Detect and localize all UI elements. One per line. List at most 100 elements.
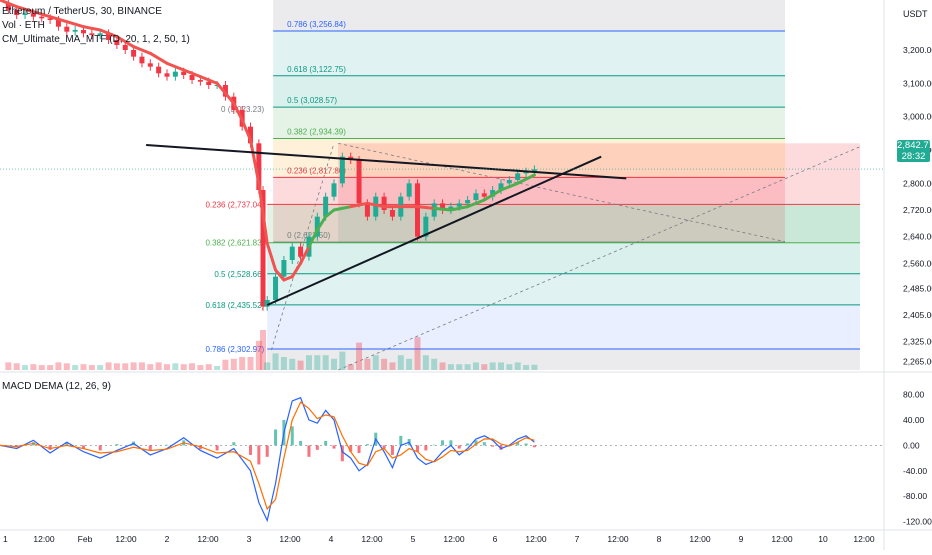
candle-body	[406, 183, 412, 197]
volume-bar	[155, 362, 162, 370]
fib-level-label: 0.5 (3,028.57)	[287, 96, 337, 105]
candle-body	[14, 10, 20, 15]
price-tick-label: 2,485.00	[903, 283, 932, 293]
candle-body	[456, 203, 462, 207]
fib-lower-zone	[267, 242, 860, 274]
macd-histogram-bar	[65, 442, 69, 446]
macd-histogram-bar	[274, 429, 278, 446]
candle-body	[172, 71, 178, 77]
ma-segment	[31, 10, 52, 19]
volume-bar	[397, 355, 404, 370]
candle-body	[331, 183, 337, 197]
candle-body	[139, 56, 145, 64]
macd-histogram-bar	[257, 445, 261, 465]
macd-histogram-bar	[390, 445, 394, 455]
candle-body	[206, 81, 212, 85]
moving-average-line	[0, 0, 536, 282]
volume-bar	[97, 365, 104, 370]
volume-bar	[381, 358, 388, 370]
time-tick-label: 8	[657, 534, 662, 544]
volume-bar	[130, 362, 137, 370]
macd-histogram-bar	[532, 445, 536, 448]
time-tick-label: 5	[411, 534, 416, 544]
candle-body	[189, 75, 195, 80]
ma-segment	[315, 215, 328, 232]
ma-legend[interactable]: CM_Ultimate_MA_MTF (D, 20, 1, 2, 50, 1)	[2, 34, 194, 45]
macd-histogram-bar	[432, 444, 436, 446]
candle-body	[106, 33, 112, 40]
countdown-timer: 28:32	[901, 151, 926, 162]
ma-segment	[332, 205, 353, 212]
macd-histogram-bar	[382, 445, 386, 449]
candle-body	[289, 246, 295, 260]
volume-bar	[47, 365, 54, 370]
ma-segment	[324, 208, 336, 219]
fib-lower-label: 0.786 (2,302.97)	[205, 345, 264, 354]
volume-bar	[105, 362, 112, 370]
fib-level-label: 0.236 (2,817.86)	[287, 166, 346, 175]
projection-line	[338, 142, 786, 243]
volume-bar	[331, 358, 337, 370]
volume-bar	[80, 364, 87, 370]
macd-pane	[0, 396, 884, 523]
time-tick-label: 12:00	[279, 534, 301, 544]
fib-lower-label: 0.236 (2,737.04)	[205, 200, 264, 209]
volume-bar	[247, 357, 254, 370]
candle-body	[389, 210, 395, 217]
candle-body	[515, 173, 521, 180]
volume-bar	[431, 358, 438, 370]
candle-body	[323, 196, 329, 217]
volume-bar	[255, 340, 262, 370]
fib-lower-label: 0.618 (2,435.52)	[205, 301, 264, 310]
candle-body	[147, 63, 153, 67]
macd-tick-label: -80.00	[903, 491, 927, 501]
macd-histogram-bar	[265, 445, 269, 457]
macd-histogram-bar	[482, 442, 486, 446]
fib-lower-label: 0.5 (2,528.66)	[214, 270, 264, 279]
volume-bar	[13, 363, 20, 370]
ma-segment	[466, 198, 486, 209]
candle-body	[72, 30, 78, 32]
symbol-legend[interactable]: Ethereum / TetherUS, 30, BINANCE	[2, 6, 166, 17]
ma-segment	[15, 5, 35, 14]
volume-bar	[322, 355, 329, 370]
time-tick-label: 10	[818, 534, 828, 544]
macd-histogram-bar	[524, 443, 528, 446]
volume-bar	[456, 364, 463, 370]
candle-body	[273, 276, 279, 300]
macd-tick-label: 0.00	[903, 440, 920, 450]
macd-histogram-bar	[290, 426, 294, 446]
ma-segment	[249, 138, 261, 185]
ma-segment	[82, 25, 102, 32]
candle-body	[523, 171, 529, 174]
ma-segment	[48, 15, 69, 24]
macd-histogram-bar	[365, 444, 369, 446]
volume-label: Vol · ETH	[2, 20, 45, 31]
ma-segment	[115, 35, 136, 49]
candle-body	[22, 13, 28, 15]
candle-body	[181, 71, 187, 75]
candle-body	[131, 50, 137, 57]
candle-body	[64, 26, 70, 32]
volume-bar	[22, 365, 29, 370]
price-tick-label: 2,325.00	[903, 337, 932, 347]
fib-lower-label: 0 (3,023.23)	[221, 105, 264, 114]
volume-bar	[531, 364, 538, 370]
macd-histogram-bar	[466, 443, 470, 446]
projection-line	[338, 146, 861, 371]
ma-indicator-label: CM_Ultimate_MA_MTF (D, 20, 1, 2, 50, 1)	[2, 34, 190, 45]
volume-bar	[5, 362, 12, 370]
ma-segment	[65, 20, 85, 29]
macd-histogram-bar	[340, 445, 344, 462]
candle-body	[30, 13, 36, 17]
candle-body	[481, 193, 487, 197]
macd-histogram-bar	[249, 445, 252, 455]
volume-legend[interactable]: Vol · ETH	[2, 20, 49, 31]
macd-legend[interactable]: MACD DEMA (12, 26, 9)	[2, 381, 115, 392]
volume-bar	[214, 366, 221, 370]
volume-bar	[498, 362, 504, 370]
volume-bar	[164, 364, 170, 370]
volume-bar	[38, 365, 45, 370]
